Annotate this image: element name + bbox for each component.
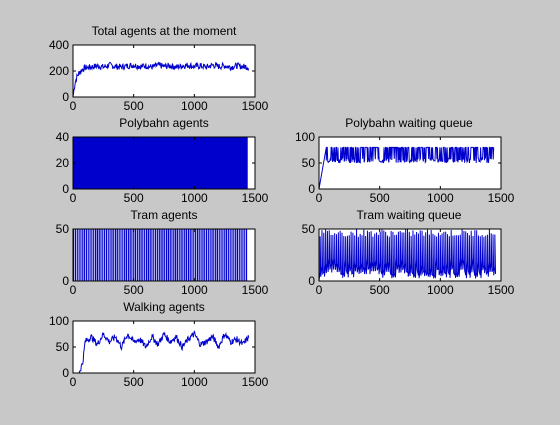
x-tick-label: 1500 <box>242 191 269 205</box>
series-line <box>319 229 497 281</box>
axes-frame <box>72 228 256 282</box>
panel-tram-agents: Tram agents 0 500 1000 1500 0 50 <box>56 208 269 297</box>
panel-polybahn-queue: Polybahn waiting queue 0 500 1000 1500 0 50 10… <box>295 116 515 205</box>
x-tick-label: 0 <box>70 99 77 113</box>
panel-tram-queue: Tram waiting queue 0 500 1000 1500 0 50 <box>302 208 515 297</box>
axes-background <box>73 45 255 97</box>
series-line <box>73 330 250 373</box>
y-tick-label: 50 <box>302 156 316 170</box>
x-tick-label: 1000 <box>181 283 208 297</box>
y-tick-label: 0 <box>62 182 69 196</box>
data-layer <box>73 61 250 97</box>
x-tick-label: 500 <box>124 99 144 113</box>
axes-frame <box>318 228 502 282</box>
data-layer <box>73 137 248 189</box>
x-tick-label: 500 <box>370 283 390 297</box>
x-tick-label: 1500 <box>242 375 269 389</box>
x-tick-label: 1500 <box>488 283 515 297</box>
x-tick-label: 0 <box>70 191 77 205</box>
data-layer <box>73 229 248 281</box>
x-tick-label: 500 <box>124 191 144 205</box>
y-tick-label: 0 <box>62 366 69 380</box>
x-tick-label: 500 <box>124 375 144 389</box>
data-layer <box>73 330 250 373</box>
panel-total-agents: Total agents at the moment 0 500 1000 1500 0… <box>49 24 269 113</box>
series-line <box>319 146 495 189</box>
x-tick-label: 1000 <box>181 99 208 113</box>
y-tick-label: 0 <box>308 182 315 196</box>
data-layer <box>319 146 495 189</box>
x-tick-label: 500 <box>124 283 144 297</box>
x-tick-label: 1500 <box>242 283 269 297</box>
axes-background <box>73 229 255 281</box>
x-tick-label: 1000 <box>181 191 208 205</box>
y-tick-label: 0 <box>308 274 315 288</box>
y-tick-label: 50 <box>56 340 70 354</box>
x-tick-label: 0 <box>316 283 323 297</box>
data-layer <box>319 229 497 281</box>
y-tick-label: 20 <box>56 156 70 170</box>
y-tick-label: 400 <box>49 38 69 52</box>
y-tick-label: 100 <box>49 314 69 328</box>
chart-title: Tram waiting queue <box>357 208 462 222</box>
y-tick-label: 50 <box>56 222 70 236</box>
series-line <box>73 61 250 97</box>
chart-title: Tram agents <box>131 208 198 222</box>
y-tick-label: 40 <box>56 130 70 144</box>
y-tick-label: 50 <box>302 222 316 236</box>
axes-background <box>73 321 255 373</box>
y-tick-label: 0 <box>62 274 69 288</box>
x-tick-label: 0 <box>316 191 323 205</box>
y-tick-label: 200 <box>49 64 69 78</box>
x-tick-label: 500 <box>370 191 390 205</box>
panel-walking-agents: Walking agents 0 500 1000 1500 0 50 100 <box>49 300 269 389</box>
x-tick-label: 0 <box>70 283 77 297</box>
x-tick-label: 1500 <box>242 99 269 113</box>
chart-title: Total agents at the moment <box>92 24 237 38</box>
chart-title: Polybahn agents <box>119 116 208 130</box>
y-tick-label: 0 <box>62 90 69 104</box>
x-tick-label: 1500 <box>488 191 515 205</box>
chart-title: Polybahn waiting queue <box>345 116 473 130</box>
chart-title: Walking agents <box>123 300 205 314</box>
x-tick-label: 1000 <box>427 191 454 205</box>
x-tick-label: 1000 <box>181 375 208 389</box>
series-line <box>73 229 248 281</box>
x-tick-label: 1000 <box>427 283 454 297</box>
x-tick-label: 0 <box>70 375 77 389</box>
y-tick-label: 100 <box>295 130 315 144</box>
series-area <box>73 137 248 189</box>
panel-polybahn-agents: Polybahn agents 0 500 1000 1500 0 20 40 <box>56 116 269 205</box>
